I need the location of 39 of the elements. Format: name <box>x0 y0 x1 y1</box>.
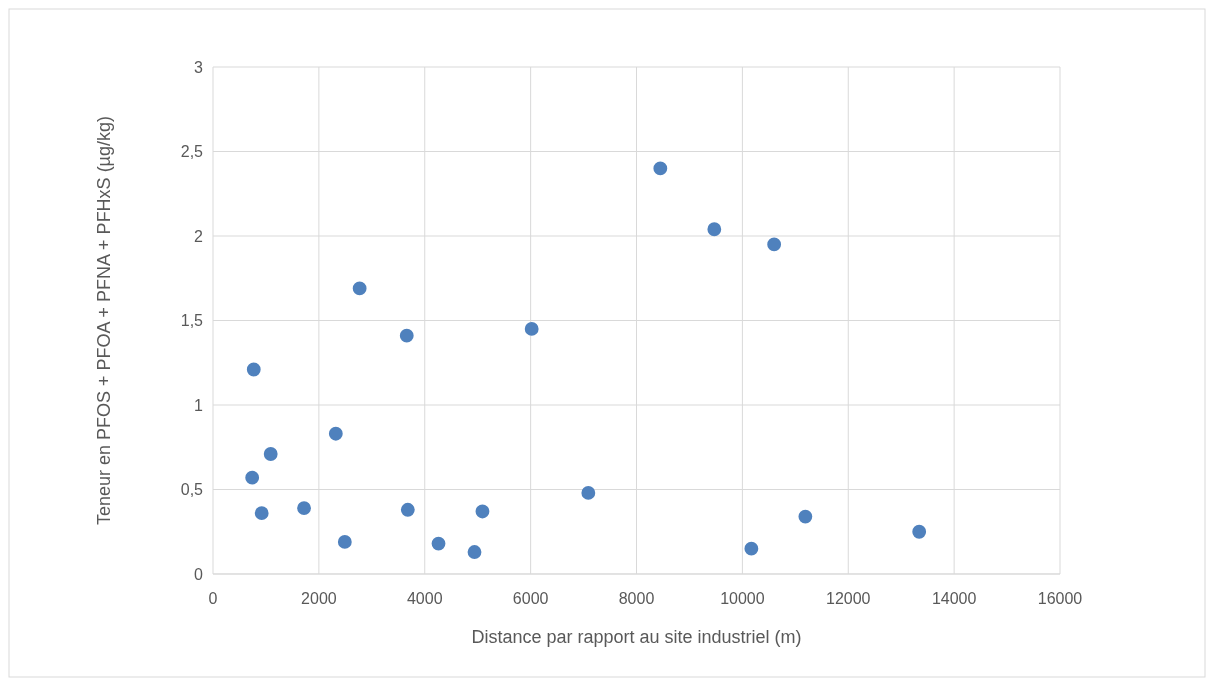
point <box>744 541 759 556</box>
y-axis-title: Teneur en PFOS + PFOA + PFNA + PFHxS (µg/kg) <box>94 115 114 526</box>
y-tick-label: 1 <box>194 396 204 414</box>
y-tick-label: 2,5 <box>180 143 204 161</box>
x-tick-label: 2000 <box>301 590 337 607</box>
point <box>297 501 311 515</box>
point <box>400 502 415 517</box>
point <box>653 161 668 176</box>
x-tick-label: 12000 <box>826 590 871 607</box>
y-tick-label: 1,5 <box>180 312 204 330</box>
point <box>328 426 343 441</box>
point <box>798 509 813 524</box>
x-axis-title: Distance par rapport au site industriel (m) <box>471 627 802 647</box>
x-tick-label: 16000 <box>1037 590 1083 607</box>
point <box>475 504 490 519</box>
point <box>431 536 446 551</box>
y-tick-label: 0,5 <box>180 481 204 499</box>
x-tick-label: 8000 <box>618 590 655 607</box>
point <box>245 470 260 485</box>
point <box>524 322 539 336</box>
x-tick-label: 0 <box>208 590 218 607</box>
point <box>467 545 482 559</box>
point <box>246 362 261 377</box>
x-tick-label: 4000 <box>406 590 443 607</box>
point <box>912 524 927 539</box>
point <box>263 447 278 461</box>
point <box>399 328 414 343</box>
point <box>337 534 352 549</box>
point <box>581 485 596 500</box>
y-tick-label: 3 <box>194 58 204 76</box>
point <box>707 222 722 237</box>
y-tick-label: 0 <box>194 565 204 583</box>
y-tick-label: 2 <box>194 227 204 245</box>
x-tick-label: 6000 <box>512 590 549 607</box>
point <box>352 281 367 296</box>
x-tick-label: 14000 <box>931 590 977 607</box>
x-tick-label: 10000 <box>720 590 765 607</box>
point <box>254 506 269 521</box>
point <box>767 237 782 252</box>
